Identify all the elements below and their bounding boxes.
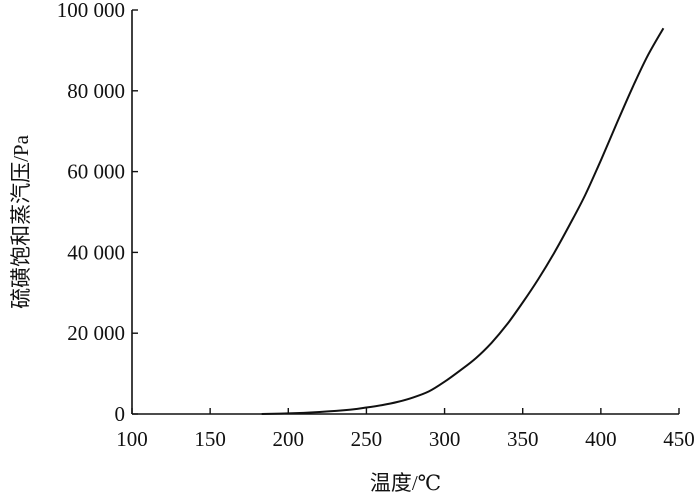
y-tick-label: 60 000: [67, 160, 125, 184]
y-tick-label: 0: [115, 402, 126, 426]
x-axis-ticks: 100 150 200 250 300 350 400 450: [116, 408, 695, 451]
x-tick-label: 250: [351, 427, 383, 451]
x-tick-label: 100: [116, 427, 148, 451]
x-tick-label: 400: [585, 427, 617, 451]
x-tick-label: 300: [429, 427, 461, 451]
x-tick-label: 350: [507, 427, 539, 451]
y-axis-title: 硫磺饱和蒸汽压/Pa: [9, 134, 33, 309]
axes: [131, 10, 679, 415]
y-axis-ticks: 0 20 000 40 000 60 000 80 000 100 000: [57, 0, 138, 426]
y-tick-label: 40 000: [67, 240, 125, 264]
x-axis-title: 温度/℃: [370, 471, 441, 495]
series-line-0: [261, 27, 665, 415]
x-tick-label: 200: [273, 427, 305, 451]
y-tick-label: 100 000: [57, 0, 125, 22]
x-tick-label: 150: [194, 427, 226, 451]
series-group: [261, 27, 665, 415]
y-tick-label: 80 000: [67, 79, 125, 103]
x-tick-label: 450: [663, 427, 695, 451]
y-tick-label: 20 000: [67, 321, 125, 345]
